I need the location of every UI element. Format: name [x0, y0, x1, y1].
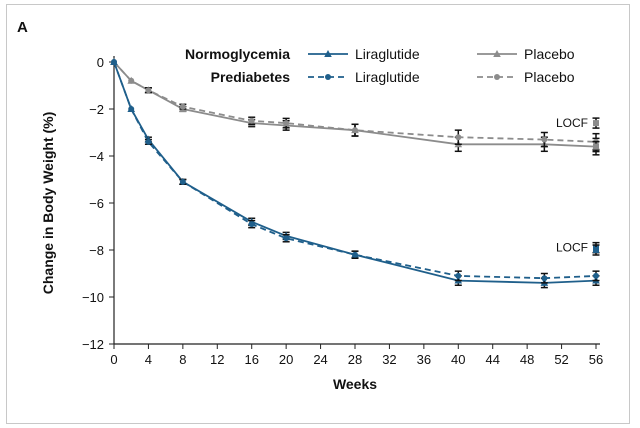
x-tick-label: 44: [485, 352, 499, 367]
axes-layer: 0 4 8 12 16 20 24 28 32 36 40 44 48 52 560−2−4−6−8−10−…: [40, 55, 603, 392]
series-line: [114, 62, 596, 278]
series-layer: [110, 58, 600, 288]
y-tick-label: −12: [82, 337, 104, 352]
legend-entry-label: Placebo: [524, 69, 575, 85]
legend-entry-label: Liraglutide: [355, 46, 420, 62]
series-group: [111, 59, 600, 283]
x-tick-label: 40: [451, 352, 465, 367]
x-tick-label: 8: [179, 352, 186, 367]
locf-point: [593, 144, 599, 150]
locf-label: LOCF: [556, 116, 588, 130]
x-tick-label: 24: [313, 352, 327, 367]
data-point: [128, 78, 134, 84]
legend-entry-label: Placebo: [524, 46, 575, 62]
data-point: [145, 139, 151, 145]
weight-change-chart: A 0 4 8 12 16 20 24 28 32 36 40 44 48 52 560−2−4−6−8−1…: [7, 5, 631, 425]
data-point: [455, 273, 461, 279]
locf-point: [593, 120, 599, 126]
locf-point: [593, 247, 599, 253]
legend-marker: [325, 74, 331, 80]
x-tick-label: 4: [145, 352, 152, 367]
y-tick-label: −2: [89, 102, 104, 117]
legend-group-label: Prediabetes: [211, 69, 291, 85]
data-point: [180, 179, 186, 185]
data-point: [180, 104, 186, 110]
data-point: [249, 118, 255, 124]
x-tick-label: 56: [589, 352, 603, 367]
figure-frame: A 0 4 8 12 16 20 24 28 32 36 40 44 48 52 56 0 −2 −4 −6 −8 −1…: [6, 4, 630, 424]
data-point: [283, 120, 289, 126]
series-line: [114, 62, 596, 283]
data-point: [145, 87, 151, 93]
y-axis-title: Change in Body Weight (%): [40, 112, 56, 295]
y-tick-label: −6: [89, 196, 104, 211]
legend-group-label: Normoglycemia: [185, 46, 290, 62]
x-tick-label: 32: [382, 352, 396, 367]
y-tick-label: −10: [82, 290, 104, 305]
x-tick-label: 48: [520, 352, 534, 367]
x-axis-title: Weeks: [333, 376, 377, 392]
x-tick-label: 36: [417, 352, 431, 367]
y-tick-label: 0: [97, 55, 104, 70]
data-point: [541, 275, 547, 281]
data-point: [128, 106, 134, 112]
legend-marker: [494, 74, 500, 80]
locf-label: LOCF: [556, 241, 588, 255]
legend: Normoglycemia Prediabetes Liraglutide Place…: [185, 46, 575, 85]
legend-entry-label: Liraglutide: [355, 69, 420, 85]
y-tick-label: −8: [89, 243, 104, 258]
x-tick-label: 12: [210, 352, 224, 367]
x-tick-label: 20: [279, 352, 293, 367]
data-point: [352, 252, 358, 258]
data-point: [111, 59, 117, 65]
data-point: [352, 127, 358, 133]
data-point: [593, 273, 599, 279]
data-point: [283, 235, 289, 241]
data-point: [455, 134, 461, 140]
panel-label: A: [17, 19, 28, 36]
y-tick-label: −4: [89, 149, 104, 164]
data-point: [249, 221, 255, 227]
x-tick-label: 16: [244, 352, 258, 367]
data-point: [541, 137, 547, 143]
x-tick-label: 52: [554, 352, 568, 367]
x-tick-label: 0: [110, 352, 117, 367]
x-tick-label: 28: [348, 352, 362, 367]
annotations: LOCF LOCF: [556, 116, 600, 255]
